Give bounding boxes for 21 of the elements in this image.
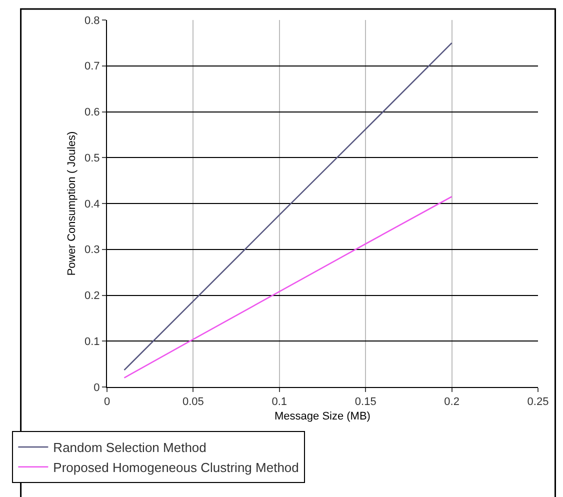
y-tick-label: 0.1 xyxy=(84,336,100,348)
x-tick-label: 0.15 xyxy=(354,396,376,408)
x-tick-label: 0.25 xyxy=(527,396,549,408)
line-series xyxy=(124,196,452,378)
legend-label: Random Selection Method xyxy=(53,440,206,456)
x-tick-label: 0.2 xyxy=(444,396,460,408)
x-axis-title: Message Size (MB) xyxy=(274,410,370,422)
y-tick-label: 0 xyxy=(94,382,100,394)
x-tick-label: 0.05 xyxy=(182,396,204,408)
y-tick-label: 0.5 xyxy=(84,152,100,164)
y-tick-label: 0.6 xyxy=(84,106,100,119)
x-tick-label: 0 xyxy=(104,396,110,408)
legend-label: Proposed Homogeneous Clustring Method xyxy=(53,460,299,475)
y-tick-label: 0.7 xyxy=(84,60,100,73)
line-series xyxy=(124,42,452,371)
y-axis-title: Power Consumption ( Joules) xyxy=(66,131,78,276)
y-tick-label: 0.3 xyxy=(84,244,100,256)
y-tick-label: 0.4 xyxy=(84,198,100,210)
x-tick-label: 0.1 xyxy=(272,396,288,408)
y-tick-label: 0.2 xyxy=(84,290,100,302)
y-tick-label: 0.8 xyxy=(84,14,100,27)
